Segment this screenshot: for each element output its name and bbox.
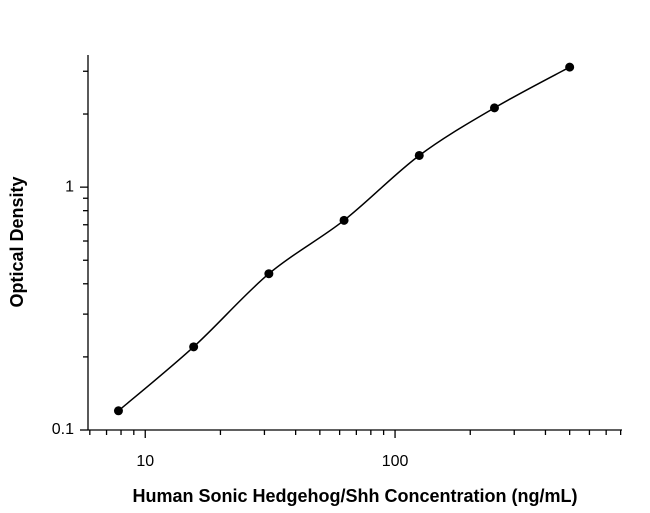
x-axis-title: Human Sonic Hedgehog/Shh Concentration (… — [133, 486, 578, 506]
x-tick-label: 10 — [136, 453, 154, 470]
data-point — [565, 62, 575, 72]
y-tick-label: 0.1 — [52, 421, 74, 438]
data-point — [264, 269, 274, 279]
data-point — [489, 103, 499, 113]
fit-curve — [117, 66, 571, 412]
data-point — [339, 215, 349, 225]
y-tick-label: 1 — [65, 178, 74, 195]
data-point — [189, 342, 199, 352]
data-point — [414, 150, 424, 160]
data-point — [113, 406, 123, 416]
y-axis-title: Optical Density — [7, 176, 27, 307]
x-tick-label: 100 — [382, 453, 409, 470]
